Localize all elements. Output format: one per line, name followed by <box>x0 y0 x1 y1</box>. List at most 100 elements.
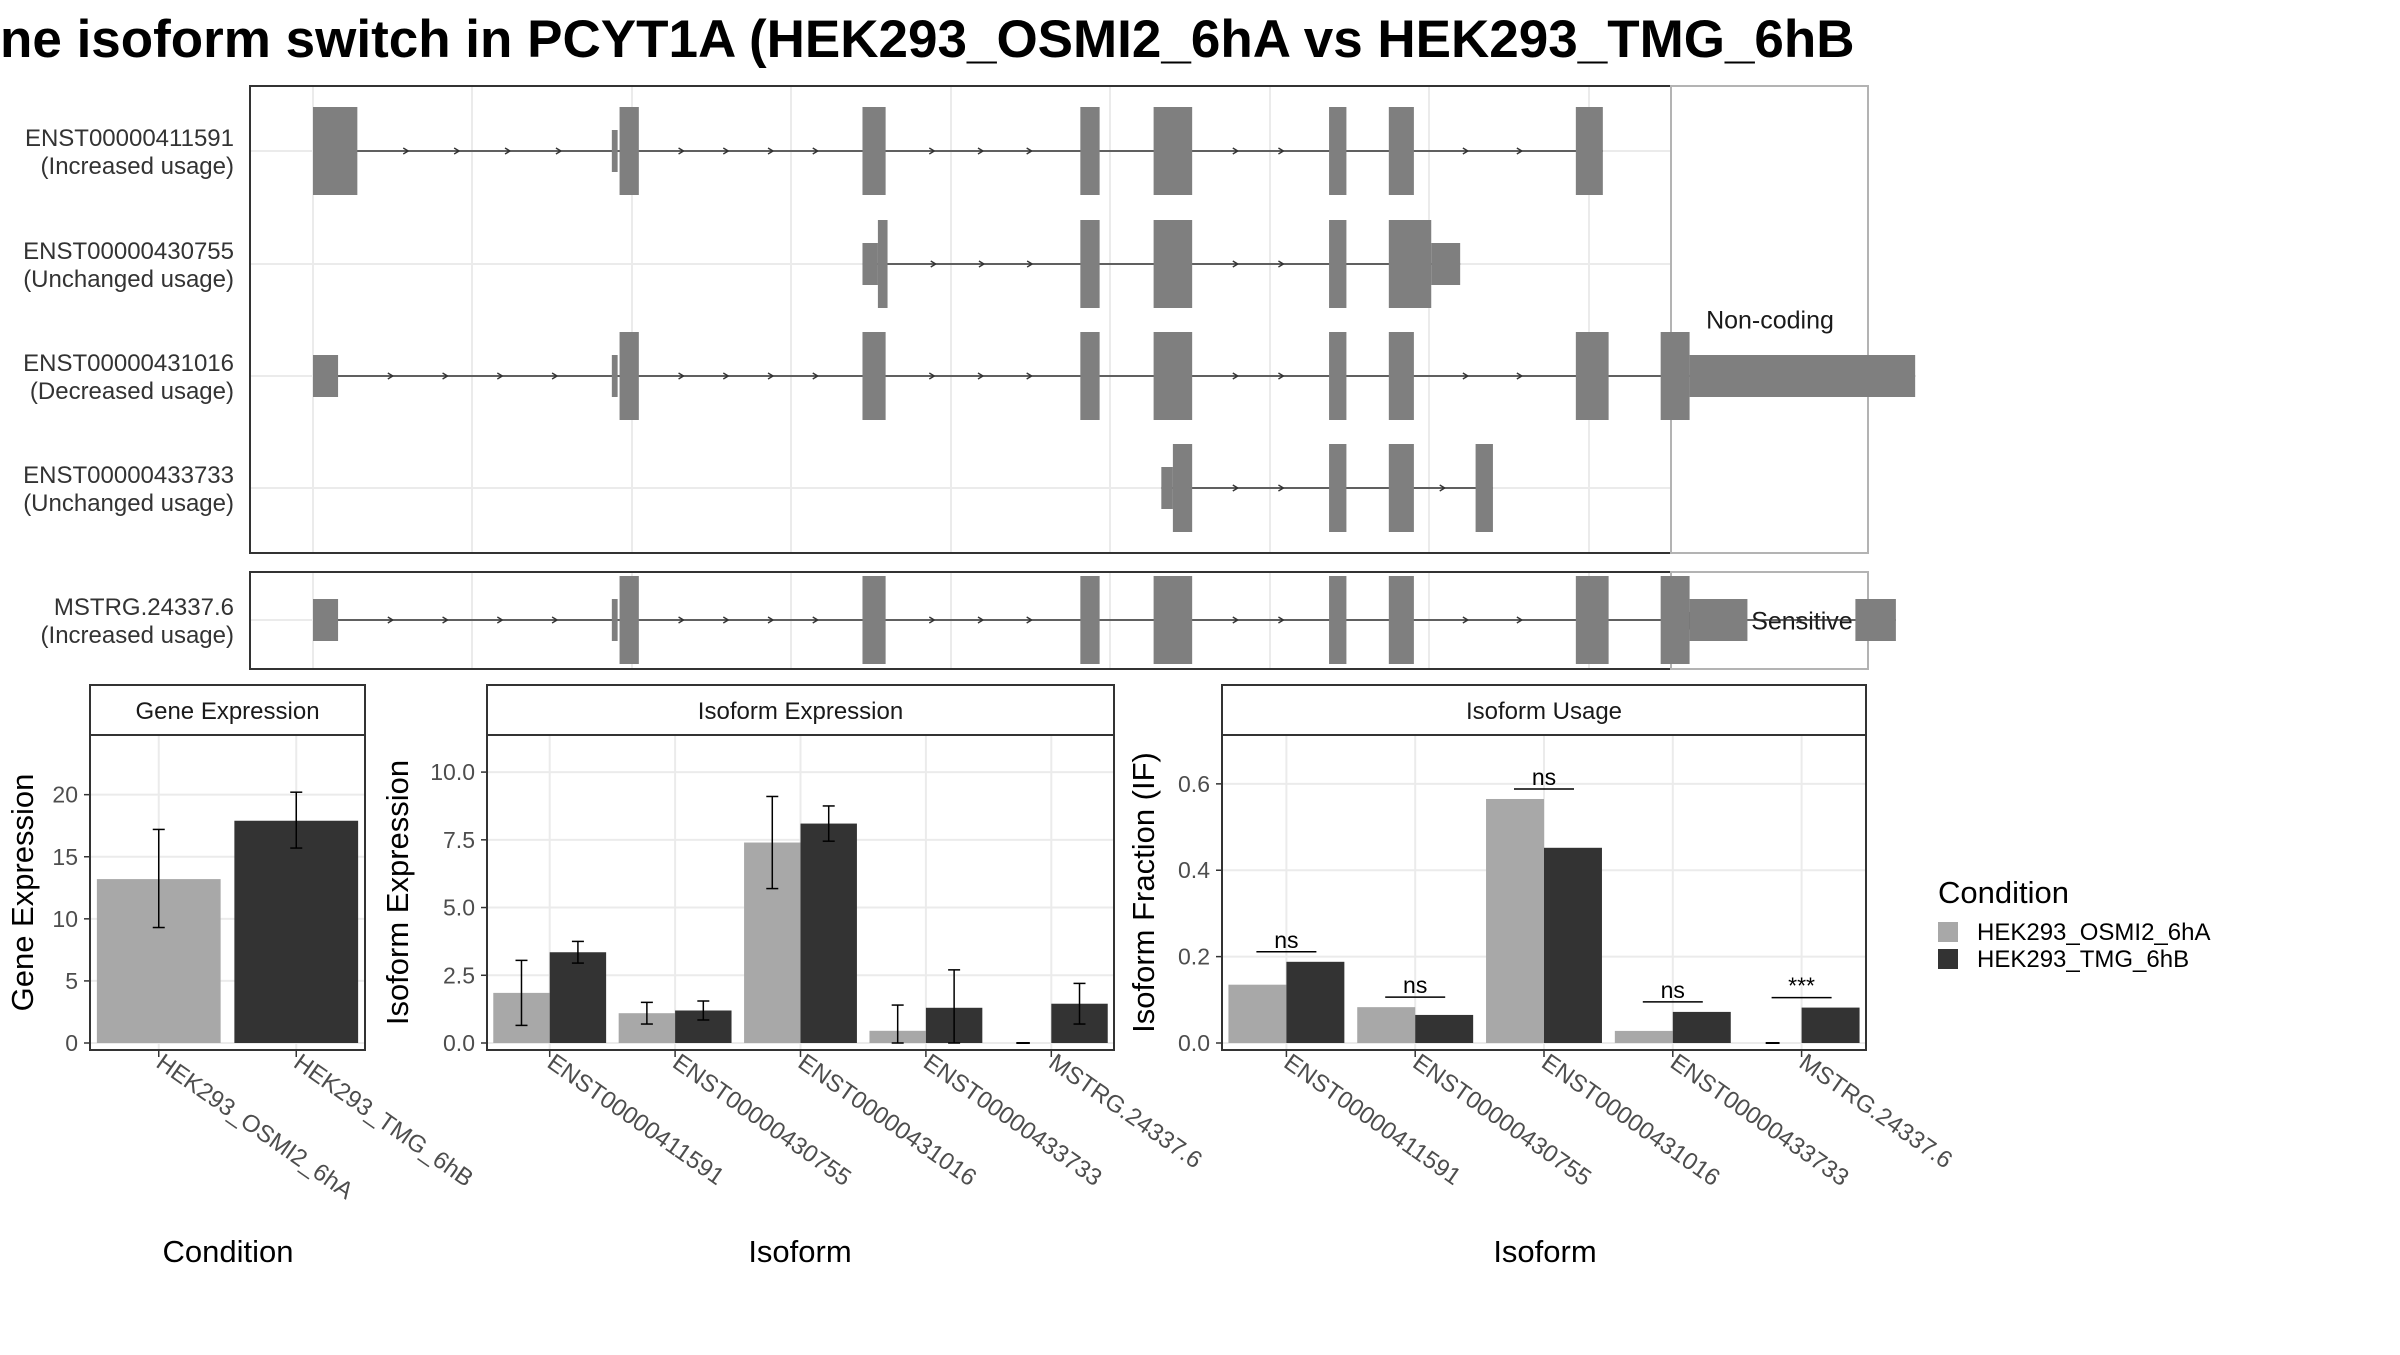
y-axis-title: Isoform Expression <box>380 760 415 1025</box>
exon-block <box>611 130 618 172</box>
intron-arrow <box>1516 147 1524 155</box>
exon-block <box>1172 444 1193 532</box>
transcript-usage-label: (Increased usage) <box>41 622 234 649</box>
exon-block <box>1575 332 1609 420</box>
intron-arrow <box>678 147 685 155</box>
exon-block <box>1388 332 1414 420</box>
intron-arrow <box>977 147 985 155</box>
panel-title: Isoform Expression <box>698 698 903 725</box>
intron-arrow <box>977 616 985 624</box>
exon-block <box>1388 576 1414 664</box>
intron-arrow <box>1026 147 1034 155</box>
intron-arrow <box>1278 260 1285 268</box>
structure-strip <box>1670 85 1869 554</box>
intron-arrow <box>453 147 461 155</box>
bar-condition-b <box>1544 847 1602 1043</box>
intron-arrow <box>1278 372 1285 380</box>
exon-block <box>1329 576 1347 664</box>
transcript-usage-label: (Unchanged usage) <box>23 490 234 517</box>
legend-title: Condition <box>1938 875 2069 910</box>
exon-block <box>1161 467 1173 509</box>
exon-block <box>619 332 639 420</box>
exon-block <box>1153 332 1193 420</box>
intron-arrow <box>678 616 685 624</box>
x-axis-title: Condition <box>163 1234 294 1269</box>
transcript-usage-label: (Decreased usage) <box>30 378 234 405</box>
y-axis-title: Gene Expression <box>5 774 40 1012</box>
intron-arrow <box>812 147 820 155</box>
intron-arrow <box>978 260 986 268</box>
exon-block <box>611 355 618 397</box>
figure-title: ne isoform switch in PCYT1A (HEK293_OSMI… <box>0 10 1855 69</box>
y-tick-label: 0.4 <box>1178 857 1210 883</box>
exon-block <box>1329 444 1347 532</box>
intron-arrow <box>1026 260 1034 268</box>
intron-arrow <box>678 372 685 380</box>
exon-block <box>1388 107 1414 195</box>
exon-block <box>862 107 886 195</box>
intron-arrow <box>930 260 938 268</box>
intron-arrow <box>1026 616 1034 624</box>
intron-arrow <box>1232 147 1240 155</box>
intron-arrow <box>504 147 512 155</box>
intron-arrow <box>1232 260 1240 268</box>
intron-arrow <box>1026 372 1034 380</box>
panel-title: Isoform Usage <box>1466 698 1622 725</box>
intron-arrow <box>1516 616 1524 624</box>
intron-arrow <box>1439 484 1447 492</box>
transcript-id-label: MSTRG.24337.6 <box>54 594 234 621</box>
bar-condition-b <box>234 820 359 1043</box>
intron-arrow <box>812 372 820 380</box>
exon-block <box>619 107 639 195</box>
bar-condition-b <box>800 823 857 1043</box>
x-axis-title: Isoform <box>1493 1234 1596 1269</box>
significance-label: ns <box>1661 977 1685 1003</box>
transcript-id-label: ENST00000430755 <box>23 238 234 265</box>
exon-block <box>1329 220 1347 308</box>
exon-block <box>313 599 339 641</box>
intron-arrow <box>1232 372 1240 380</box>
exon-block <box>1388 220 1432 308</box>
y-tick-label: 5 <box>65 968 78 994</box>
exon-block <box>862 576 886 664</box>
structure-strip-label: Non-coding <box>1706 307 1834 335</box>
exon-block <box>1080 220 1100 308</box>
bar-condition-a <box>1486 798 1544 1043</box>
exon-block <box>877 220 888 308</box>
exon-block <box>1388 444 1414 532</box>
significance-label: ns <box>1403 972 1427 998</box>
intron-arrow <box>551 372 559 380</box>
intron-arrow <box>1232 616 1240 624</box>
panel-title: Gene Expression <box>135 698 319 725</box>
structure-panel-bg <box>250 86 1671 553</box>
y-tick-label: 10.0 <box>430 759 475 785</box>
exon-block <box>1431 243 1461 285</box>
y-tick-label: 0 <box>65 1030 78 1056</box>
intron-arrow <box>387 372 395 380</box>
legend-swatch-condition-b <box>1938 949 1958 969</box>
intron-arrow <box>1462 372 1470 380</box>
significance-label: ns <box>1274 927 1298 953</box>
panel-strip <box>1221 684 1867 736</box>
exon-block <box>862 332 886 420</box>
transcript-id-label: ENST00000411591 <box>25 125 234 152</box>
exon-block <box>1660 332 1690 420</box>
y-tick-label: 15 <box>52 844 78 870</box>
legend-label-condition-a: HEK293_OSMI2_6hA <box>1977 919 2210 946</box>
bar-condition-b <box>1415 1014 1474 1043</box>
gene-expression-chart: 05101520HEK293_OSMI2_6hAHEK293_TMG_6hBGe… <box>5 684 478 1269</box>
transcript-usage-label: (Increased usage) <box>41 153 234 180</box>
exon-block <box>1329 332 1347 420</box>
intron-arrow <box>928 147 936 155</box>
x-axis-title: Isoform <box>748 1234 851 1269</box>
intron-arrow <box>1516 372 1524 380</box>
condition-legend: Condition HEK293_OSMI2_6hA HEK293_TMG_6h… <box>1938 875 2210 973</box>
exon-block <box>1689 355 1916 397</box>
intron-arrow <box>722 372 730 380</box>
exon-block <box>862 243 878 285</box>
intron-arrow <box>402 147 410 155</box>
exon-block <box>1575 107 1603 195</box>
y-tick-label: 7.5 <box>443 827 475 853</box>
